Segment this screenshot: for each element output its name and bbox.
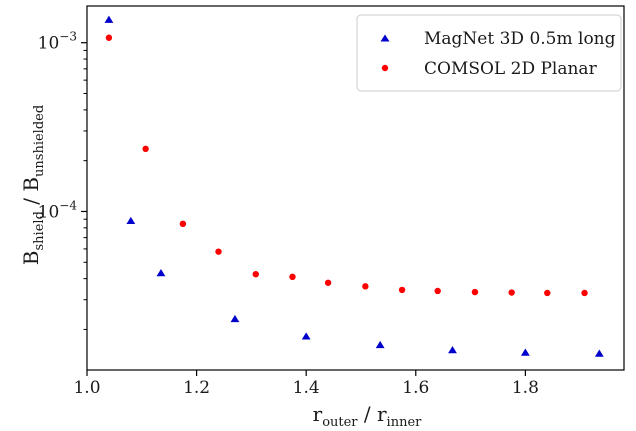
magnet-3d-point (230, 314, 240, 323)
plot-area (86, 5, 625, 371)
legend-label-comsol: COMSOL 2D Planar (424, 59, 598, 79)
magnet-3d-point (520, 348, 530, 356)
x-tick-label: 1.2 (183, 378, 210, 398)
y-axis-label: Bshield / Bunshielded (19, 105, 47, 265)
magnet-3d-point (448, 346, 457, 354)
comsol-2d-point (289, 273, 296, 281)
y-tick-label: 10−3 (38, 30, 77, 54)
x-tick-label: 1.4 (293, 378, 320, 398)
x-axis-label: router / rinner (313, 402, 423, 430)
x-tick-label: 1.6 (402, 378, 429, 398)
comsol-2d-point (142, 145, 149, 153)
comsol-2d-point (324, 279, 332, 286)
magnet-3d-point (375, 340, 385, 349)
comsol-2d-point (581, 289, 588, 297)
comsol-2d-point (362, 283, 369, 290)
comsol-2d-point (544, 289, 551, 297)
magnet-3d-point (156, 268, 166, 277)
plot-frame (86, 5, 625, 371)
magnet-3d-point (126, 216, 136, 225)
legend-triangle-marker (380, 34, 390, 42)
comsol-2d-point (215, 248, 222, 255)
magnet-3d-point (594, 349, 604, 357)
comsol-2d-point (508, 289, 515, 296)
marker-layer (104, 15, 604, 357)
x-tick-label: 1.8 (512, 378, 539, 398)
comsol-2d-point (179, 220, 187, 228)
comsol-2d-point (471, 288, 479, 296)
magnet-3d-point (104, 15, 114, 23)
comsol-2d-point (252, 270, 259, 278)
comsol-2d-point (105, 34, 113, 41)
comsol-2d-point (398, 286, 406, 294)
tick-layer: 1.0 1.2 1.4 1.6 1.8 10−4 10−3 (38, 30, 539, 398)
legend-circle-marker (381, 64, 389, 72)
comsol-2d-point (434, 287, 441, 295)
legend: MagNet 3D 0.5m long COMSOL 2D Planar (356, 14, 622, 92)
x-tick-label: 1.0 (73, 378, 100, 398)
y-tick-label: 10−4 (38, 198, 78, 222)
magnet-3d-point (301, 332, 311, 340)
legend-box (356, 14, 622, 92)
legend-label-magnet: MagNet 3D 0.5m long (424, 29, 616, 49)
